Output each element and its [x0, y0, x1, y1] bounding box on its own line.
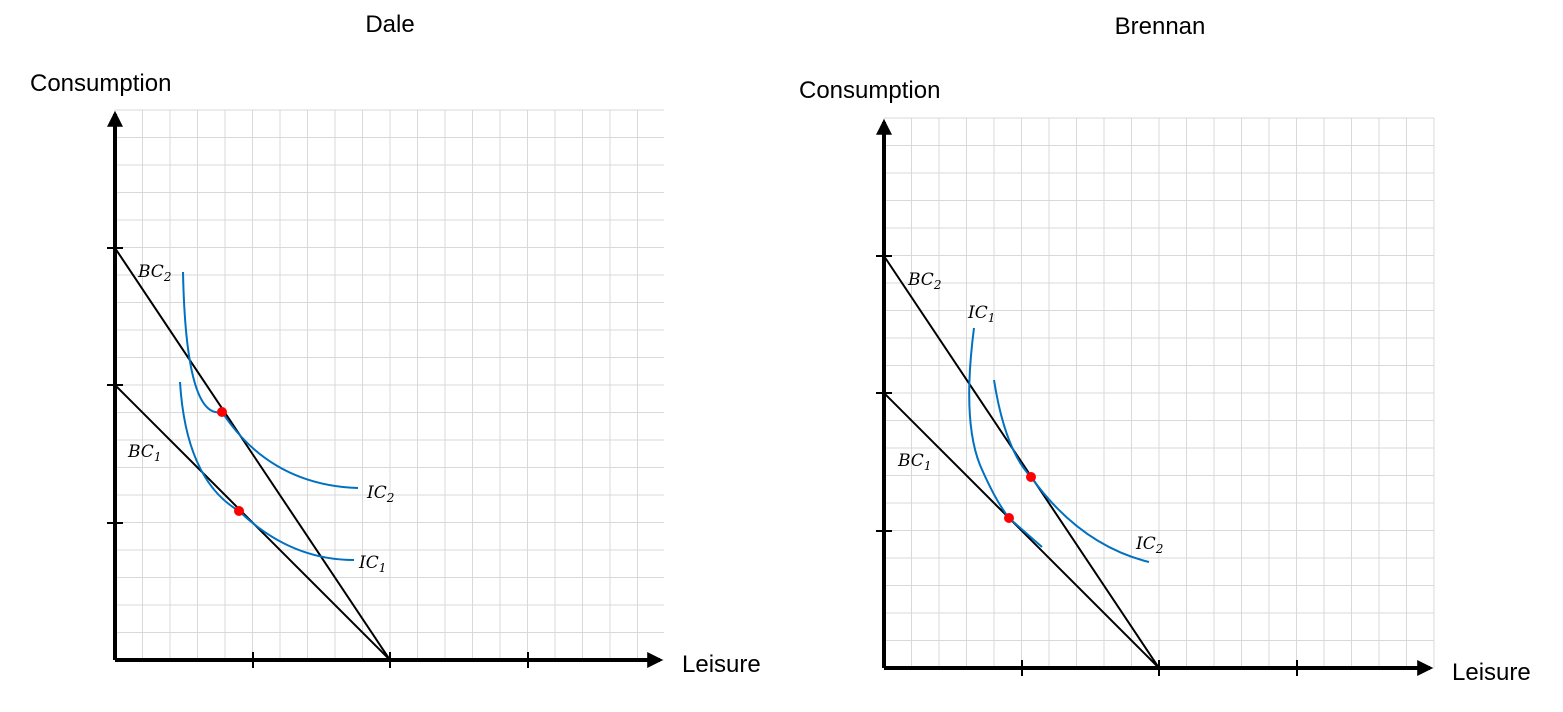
ic2-label: IC2 [366, 483, 394, 505]
y-axis-label: Consumption [799, 77, 940, 104]
ic1-label: IC1 [358, 553, 386, 575]
indifference-curve-2 [182, 271, 359, 489]
ic2-label: IC2 [1135, 534, 1163, 556]
indifference-curve-2 [993, 379, 1150, 563]
budget-constraint-2 [883, 255, 1160, 669]
x-axis-label: Leisure [682, 651, 761, 678]
indifference-curve-1 [179, 381, 355, 561]
optimum-point-2 [1026, 472, 1036, 482]
bc2-label: BC2 [907, 270, 941, 292]
budget-constraint-1 [883, 392, 1160, 669]
optimum-point-1 [234, 506, 244, 516]
y-axis-label: Consumption [30, 70, 171, 97]
budget-constraint-2 [114, 247, 391, 661]
panel-title: Brennan [1115, 13, 1206, 40]
ic1-label: IC1 [967, 303, 995, 325]
grid [883, 117, 1435, 669]
indifference-curve-1 [968, 327, 1043, 548]
bc2-label: BC2 [137, 262, 171, 284]
panel-title: Dale [365, 11, 414, 38]
panel-brennan: Brennan Consumption Leisure BC2 IC1 BC1 … [799, 13, 1531, 686]
optimum-point-2 [217, 407, 227, 417]
bc1-label: BC1 [897, 451, 931, 473]
x-axis-label: Leisure [1452, 659, 1531, 686]
optimum-point-1 [1004, 513, 1014, 523]
bc1-label: BC1 [127, 442, 161, 464]
grid [114, 109, 664, 661]
panel-dale: Dale Consumption Leisure BC2 BC1 IC2 IC1 [30, 11, 761, 678]
